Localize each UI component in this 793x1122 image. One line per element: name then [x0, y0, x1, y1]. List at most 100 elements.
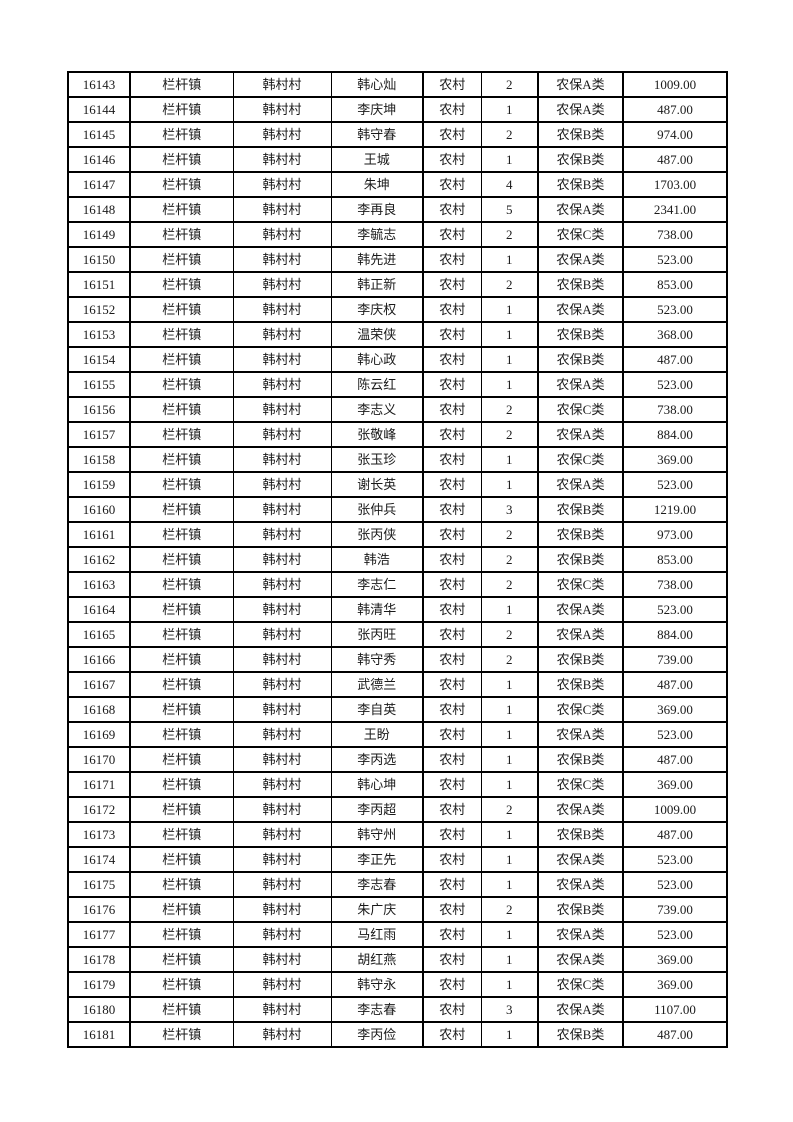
cell-village: 韩村村: [232, 996, 332, 1023]
cell-amount: 2341.00: [622, 196, 728, 223]
cell-insurance-category: 农保B类: [537, 146, 624, 173]
cell-insurance-category: 农保A类: [537, 996, 624, 1023]
cell-person-count: 1: [480, 771, 539, 798]
cell-person-count: 1: [480, 596, 539, 623]
cell-amount: 1009.00: [622, 71, 728, 98]
cell-insurance-category: 农保B类: [537, 896, 624, 923]
cell-amount: 523.00: [622, 846, 728, 873]
table-row: 16163 栏杆镇 韩村村 李志仁 农村 2 农保C类 738.00: [67, 571, 728, 598]
table-row: 16164 栏杆镇 韩村村 韩清华 农村 1 农保A类 523.00: [67, 596, 728, 623]
table-row: 16166 栏杆镇 韩村村 韩守秀 农村 2 农保B类 739.00: [67, 646, 728, 673]
cell-person-name: 李丙俭: [330, 1021, 424, 1048]
cell-person-count: 5: [480, 196, 539, 223]
cell-town: 栏杆镇: [129, 221, 234, 248]
cell-person-name: 谢长英: [330, 471, 424, 498]
cell-village: 韩村村: [232, 321, 332, 348]
cell-residence-type: 农村: [422, 821, 482, 848]
cell-person-name: 武德兰: [330, 671, 424, 698]
cell-residence-type: 农村: [422, 846, 482, 873]
cell-insurance-category: 农保A类: [537, 471, 624, 498]
cell-record-id: 16175: [67, 871, 131, 898]
cell-record-id: 16144: [67, 96, 131, 123]
cell-person-name: 韩心政: [330, 346, 424, 373]
table-row: 16160 栏杆镇 韩村村 张仲兵 农村 3 农保B类 1219.00: [67, 496, 728, 523]
cell-record-id: 16169: [67, 721, 131, 748]
cell-record-id: 16176: [67, 896, 131, 923]
cell-town: 栏杆镇: [129, 346, 234, 373]
cell-residence-type: 农村: [422, 771, 482, 798]
cell-person-count: 1: [480, 746, 539, 773]
cell-record-id: 16180: [67, 996, 131, 1023]
cell-town: 栏杆镇: [129, 821, 234, 848]
cell-insurance-category: 农保A类: [537, 621, 624, 648]
cell-person-name: 李志春: [330, 996, 424, 1023]
cell-residence-type: 农村: [422, 96, 482, 123]
cell-record-id: 16147: [67, 171, 131, 198]
cell-person-name: 张丙旺: [330, 621, 424, 648]
cell-insurance-category: 农保A类: [537, 721, 624, 748]
table-row: 16169 栏杆镇 韩村村 王盼 农村 1 农保A类 523.00: [67, 721, 728, 748]
cell-residence-type: 农村: [422, 721, 482, 748]
table-row: 16162 栏杆镇 韩村村 韩浩 农村 2 农保B类 853.00: [67, 546, 728, 573]
cell-insurance-category: 农保C类: [537, 221, 624, 248]
table-row: 16146 栏杆镇 韩村村 王城 农村 1 农保B类 487.00: [67, 146, 728, 173]
cell-village: 韩村村: [232, 146, 332, 173]
cell-town: 栏杆镇: [129, 696, 234, 723]
cell-insurance-category: 农保B类: [537, 521, 624, 548]
cell-person-count: 2: [480, 121, 539, 148]
cell-amount: 1703.00: [622, 171, 728, 198]
cell-village: 韩村村: [232, 396, 332, 423]
cell-person-name: 张敬峰: [330, 421, 424, 448]
cell-town: 栏杆镇: [129, 921, 234, 948]
cell-residence-type: 农村: [422, 396, 482, 423]
cell-residence-type: 农村: [422, 996, 482, 1023]
cell-village: 韩村村: [232, 646, 332, 673]
cell-village: 韩村村: [232, 271, 332, 298]
table-row: 16159 栏杆镇 韩村村 谢长英 农村 1 农保A类 523.00: [67, 471, 728, 498]
cell-insurance-category: 农保B类: [537, 1021, 624, 1048]
cell-record-id: 16150: [67, 246, 131, 273]
cell-amount: 974.00: [622, 121, 728, 148]
table-row: 16176 栏杆镇 韩村村 朱广庆 农村 2 农保B类 739.00: [67, 896, 728, 923]
cell-residence-type: 农村: [422, 521, 482, 548]
cell-town: 栏杆镇: [129, 446, 234, 473]
cell-village: 韩村村: [232, 921, 332, 948]
cell-person-count: 2: [480, 546, 539, 573]
table-row: 16151 栏杆镇 韩村村 韩正新 农村 2 农保B类 853.00: [67, 271, 728, 298]
table-row: 16165 栏杆镇 韩村村 张丙旺 农村 2 农保A类 884.00: [67, 621, 728, 648]
table-row: 16149 栏杆镇 韩村村 李毓志 农村 2 农保C类 738.00: [67, 221, 728, 248]
cell-record-id: 16161: [67, 521, 131, 548]
cell-town: 栏杆镇: [129, 596, 234, 623]
cell-insurance-category: 农保C类: [537, 971, 624, 998]
cell-town: 栏杆镇: [129, 496, 234, 523]
cell-insurance-category: 农保B类: [537, 271, 624, 298]
cell-residence-type: 农村: [422, 346, 482, 373]
cell-village: 韩村村: [232, 296, 332, 323]
cell-person-count: 2: [480, 896, 539, 923]
cell-town: 栏杆镇: [129, 896, 234, 923]
cell-residence-type: 农村: [422, 371, 482, 398]
table-row: 16167 栏杆镇 韩村村 武德兰 农村 1 农保B类 487.00: [67, 671, 728, 698]
cell-town: 栏杆镇: [129, 996, 234, 1023]
table-row: 16177 栏杆镇 韩村村 马红雨 农村 1 农保A类 523.00: [67, 921, 728, 948]
cell-residence-type: 农村: [422, 146, 482, 173]
cell-person-name: 李庆权: [330, 296, 424, 323]
cell-village: 韩村村: [232, 71, 332, 98]
cell-amount: 973.00: [622, 521, 728, 548]
cell-person-name: 李毓志: [330, 221, 424, 248]
cell-insurance-category: 农保B类: [537, 346, 624, 373]
table-row: 16168 栏杆镇 韩村村 李自英 农村 1 农保C类 369.00: [67, 696, 728, 723]
cell-village: 韩村村: [232, 1021, 332, 1048]
cell-insurance-category: 农保B类: [537, 821, 624, 848]
cell-residence-type: 农村: [422, 121, 482, 148]
cell-village: 韩村村: [232, 971, 332, 998]
cell-person-count: 1: [480, 671, 539, 698]
cell-insurance-category: 农保C类: [537, 446, 624, 473]
cell-village: 韩村村: [232, 596, 332, 623]
cell-village: 韩村村: [232, 721, 332, 748]
table-row: 16147 栏杆镇 韩村村 朱坤 农村 4 农保B类 1703.00: [67, 171, 728, 198]
cell-amount: 487.00: [622, 671, 728, 698]
cell-village: 韩村村: [232, 696, 332, 723]
cell-person-count: 3: [480, 996, 539, 1023]
cell-person-count: 1: [480, 821, 539, 848]
